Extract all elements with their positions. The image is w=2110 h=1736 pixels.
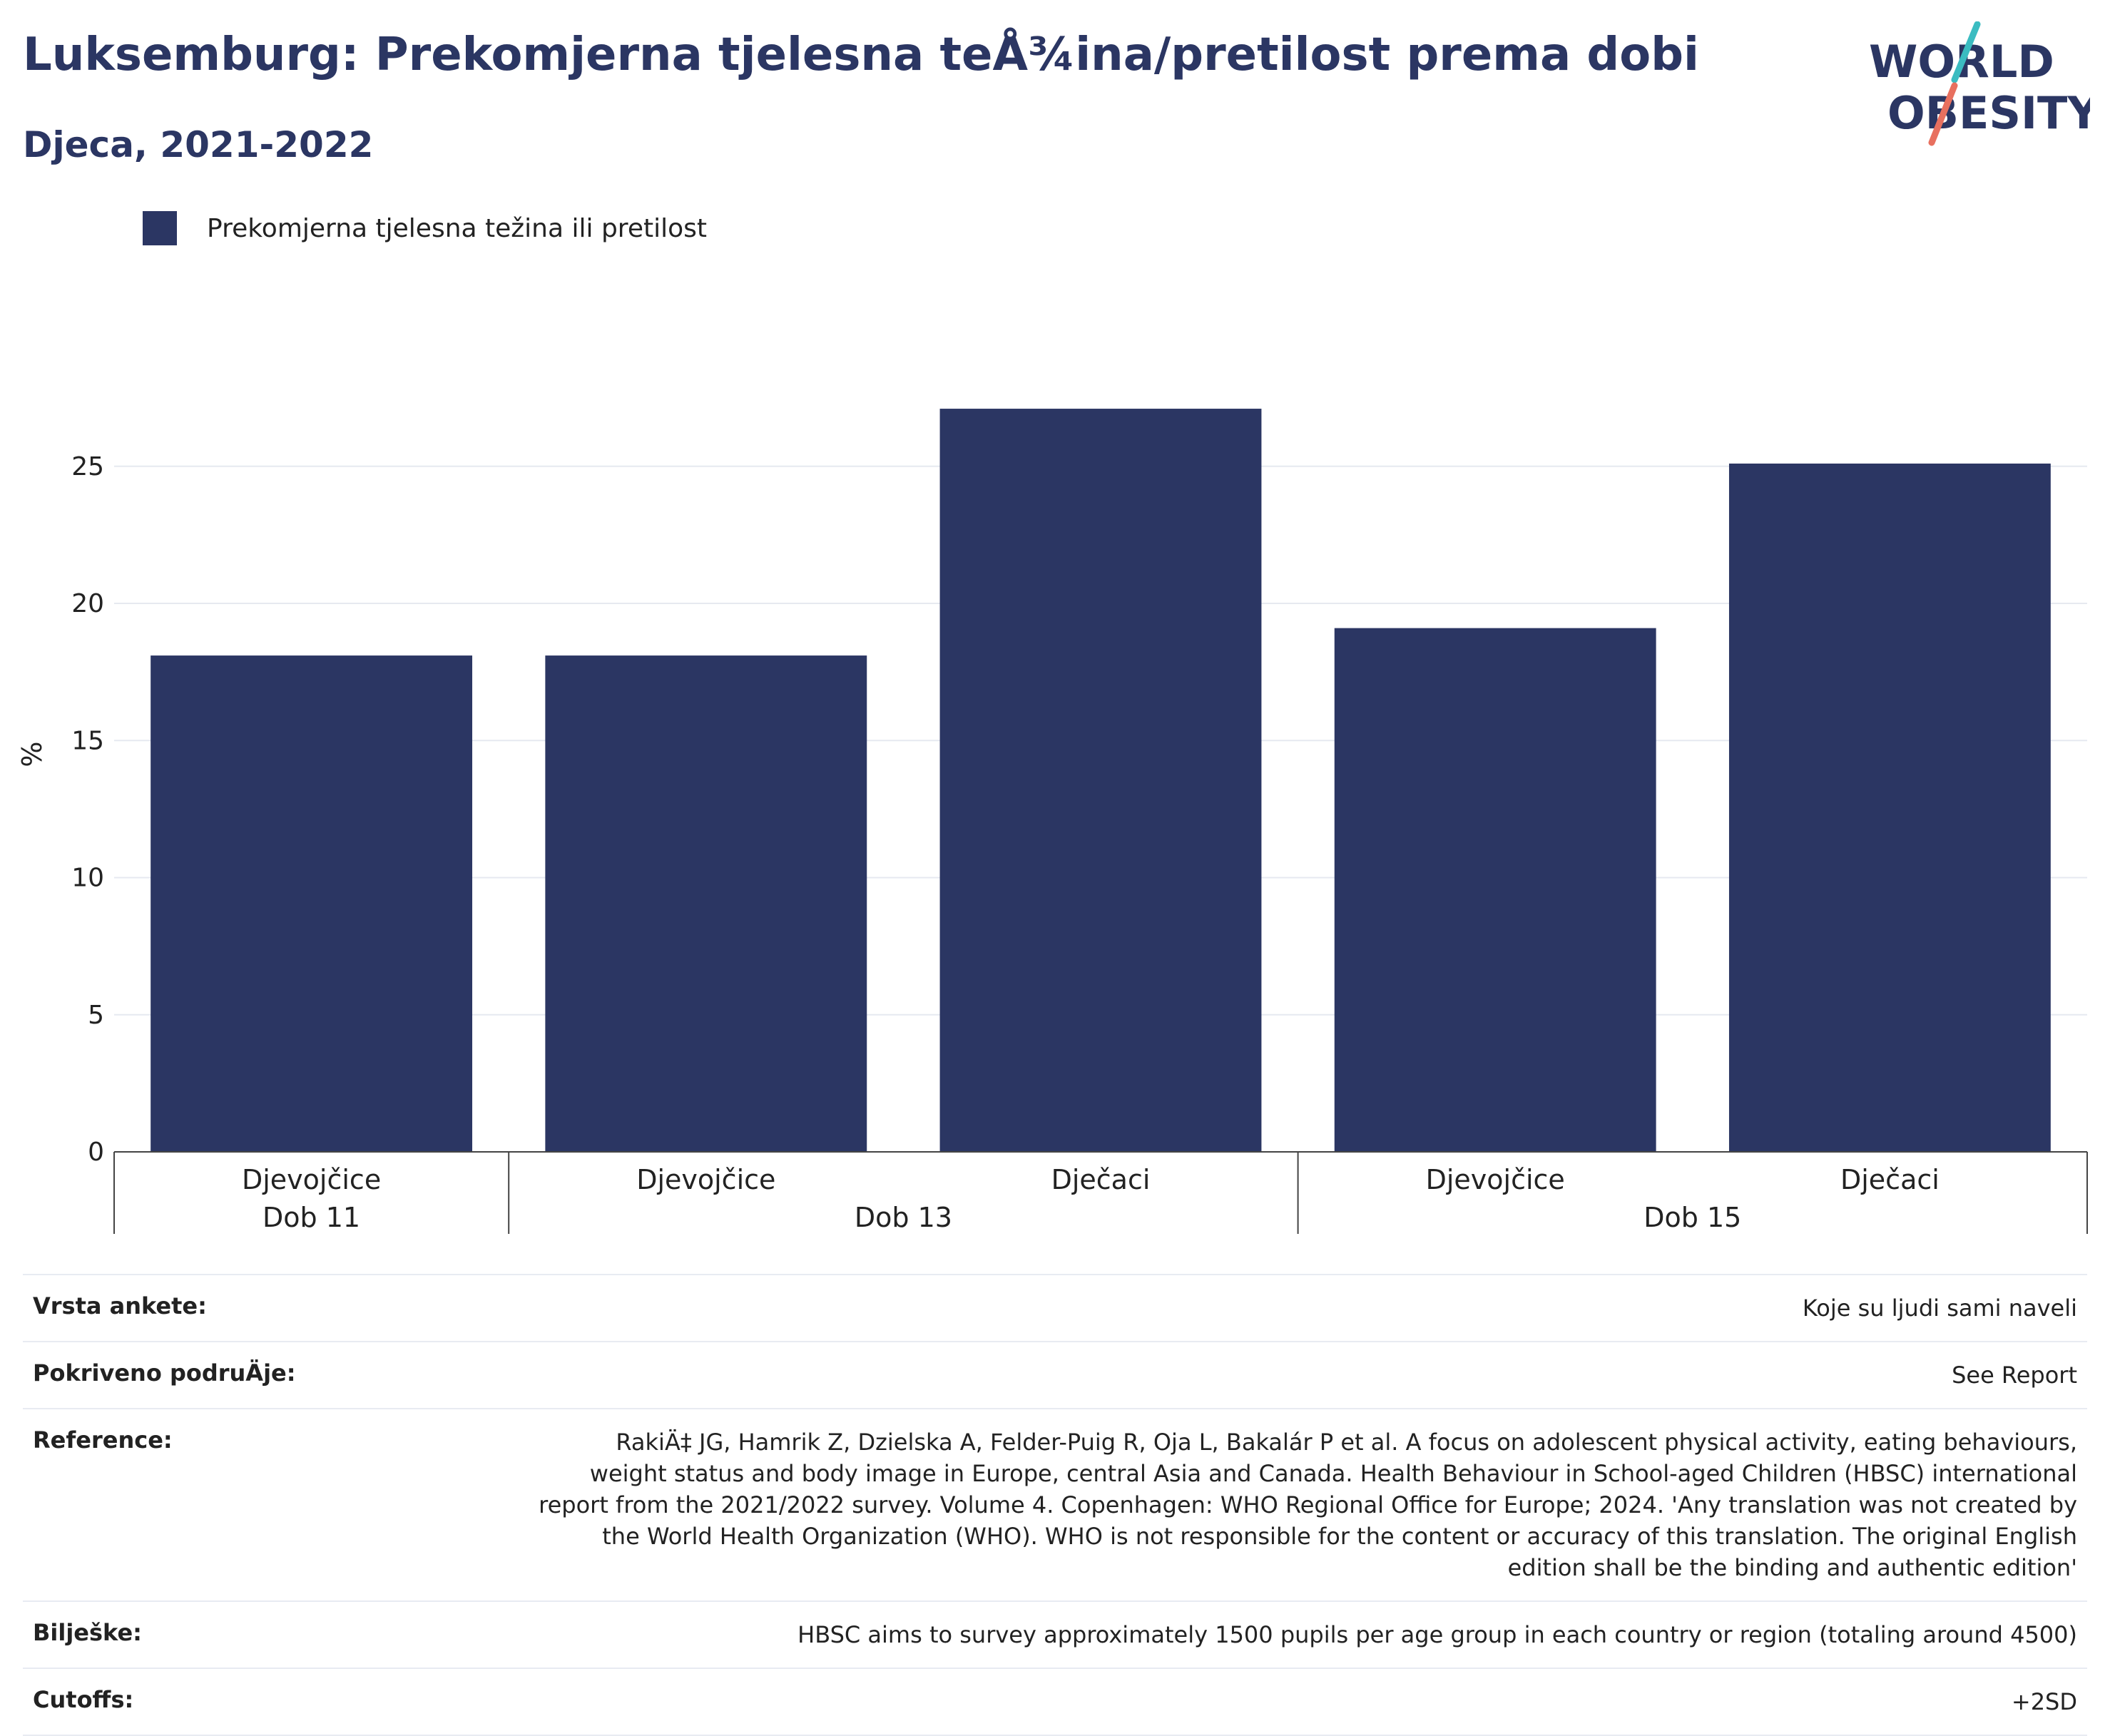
y-tick-label: 20 xyxy=(71,589,104,618)
info-table: Vrsta ankete: Koje su ljudi sami naveli Po… xyxy=(23,1274,2087,1736)
y-tick-label: 0 xyxy=(88,1138,104,1167)
bar xyxy=(151,655,472,1152)
info-row: Cutoffs: +2SD xyxy=(23,1668,2087,1736)
info-label: Bilješke: xyxy=(33,1619,532,1650)
info-value: Koje su ljudi sami naveli xyxy=(532,1292,2077,1324)
info-row: Reference: RakiÄ‡ JG, Hamrik Z, Dzielska … xyxy=(23,1408,2087,1600)
bar xyxy=(545,655,867,1152)
y-tick-label: 10 xyxy=(71,864,104,893)
info-row: Bilješke: HBSC aims to survey approximate… xyxy=(23,1600,2087,1668)
info-label: Pokriveno podruÄ je: xyxy=(33,1359,532,1391)
bar xyxy=(1335,628,1656,1152)
bar xyxy=(1729,464,2051,1152)
info-label: Cutoffs: xyxy=(33,1686,532,1717)
x-tick-label: Djevojčice xyxy=(1426,1164,1565,1195)
chart-title: Luksemburg: Prekomjerna tjelesna teÅ¾ina… xyxy=(23,29,1699,81)
world-obesity-logo: WORLD OBESITY xyxy=(1855,21,2090,150)
y-tick-label: 25 xyxy=(71,452,104,481)
x-tick-label: Dječaci xyxy=(1840,1164,1940,1195)
x-group-label: Dob 15 xyxy=(1643,1202,1741,1233)
info-label: Reference: xyxy=(33,1426,532,1583)
x-tick-label: Djevojčice xyxy=(242,1164,381,1195)
info-row: Pokriveno podruÄ je: See Report xyxy=(23,1341,2087,1408)
info-row: Vrsta ankete: Koje su ljudi sami naveli xyxy=(23,1274,2087,1341)
x-group-label: Dob 11 xyxy=(263,1202,360,1233)
bar xyxy=(940,409,1262,1152)
x-tick-label: Dječaci xyxy=(1051,1164,1151,1195)
x-tick-label: Djevojčice xyxy=(636,1164,775,1195)
y-tick-label: 5 xyxy=(88,1001,104,1030)
info-value: HBSC aims to survey approximately 1500 p… xyxy=(532,1619,2077,1650)
bar-chart: 0 5 10 15 20 25% Djevojčice Djevojčice Dječaci Dj… xyxy=(0,300,2110,1255)
info-value: See Report xyxy=(532,1359,2077,1391)
chart-subtitle: Djeca, 2021-2022 xyxy=(23,124,373,165)
y-tick-label: 15 xyxy=(71,726,104,755)
y-axis-title: % xyxy=(16,741,48,767)
logo-obesity-text: OBESITY xyxy=(1887,87,2090,139)
info-label: Vrsta ankete: xyxy=(33,1292,532,1324)
chart-legend: Prekomjerna tjelesna težina ili pretilos… xyxy=(143,211,707,245)
info-value: RakiÄ‡ JG, Hamrik Z, Dzielska A, Felder-… xyxy=(532,1426,2077,1583)
x-group-label: Dob 13 xyxy=(855,1202,952,1233)
legend-label: Prekomjerna tjelesna težina ili pretilos… xyxy=(207,214,707,243)
legend-swatch xyxy=(143,211,177,245)
info-value: +2SD xyxy=(532,1686,2077,1717)
